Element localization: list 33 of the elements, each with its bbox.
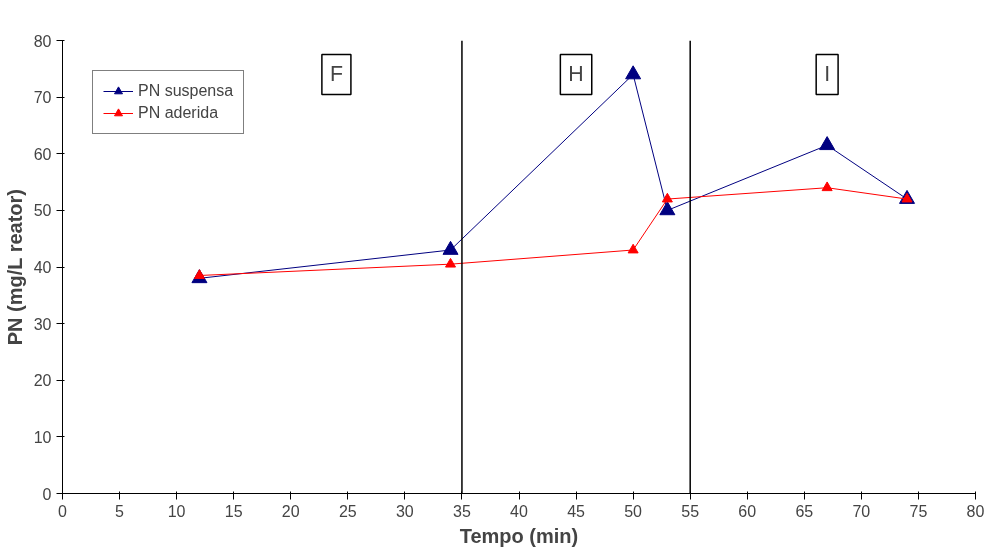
y-axis-title: PN (mg/L reator) [3,189,26,346]
legend-label: PN aderida [138,104,219,122]
y-tick-label: 80 [33,32,52,50]
x-tick-label: 70 [852,502,871,520]
annotation: I [824,62,831,87]
x-tick-label: 15 [224,502,243,520]
x-tick-label: 45 [567,502,586,520]
x-tick-label: 35 [453,502,471,520]
y-tick-label: 50 [33,202,52,220]
x-tick-label: 25 [338,502,357,520]
y-tick-label: 70 [33,89,52,107]
x-tick-label: 55 [681,502,700,520]
x-tick-label: 80 [966,502,985,520]
y-tick-label: 60 [33,145,52,163]
x-tick-label: 75 [909,502,928,520]
x-tick-label: 60 [738,502,757,520]
y-tick-label: 40 [33,259,52,276]
y-tick-label: 10 [33,428,52,446]
annotation: F [329,62,343,87]
x-tick-label: 10 [167,502,186,520]
x-tick-label: 5 [115,502,125,520]
x-tick-label: 30 [395,502,414,520]
legend-label: PN suspensa [138,82,234,100]
annotation: H [568,62,584,87]
x-axis-title: Tempo (min) [459,524,579,547]
y-tick-label: 20 [33,372,52,390]
x-tick-label: 0 [58,502,68,520]
y-tick-label: 30 [33,315,52,333]
x-tick-label: 20 [281,502,300,520]
x-tick-label: 65 [795,502,814,520]
x-tick-label: 40 [510,502,528,520]
x-tick-label: 50 [624,502,643,520]
y-tick-label: 0 [42,485,52,503]
